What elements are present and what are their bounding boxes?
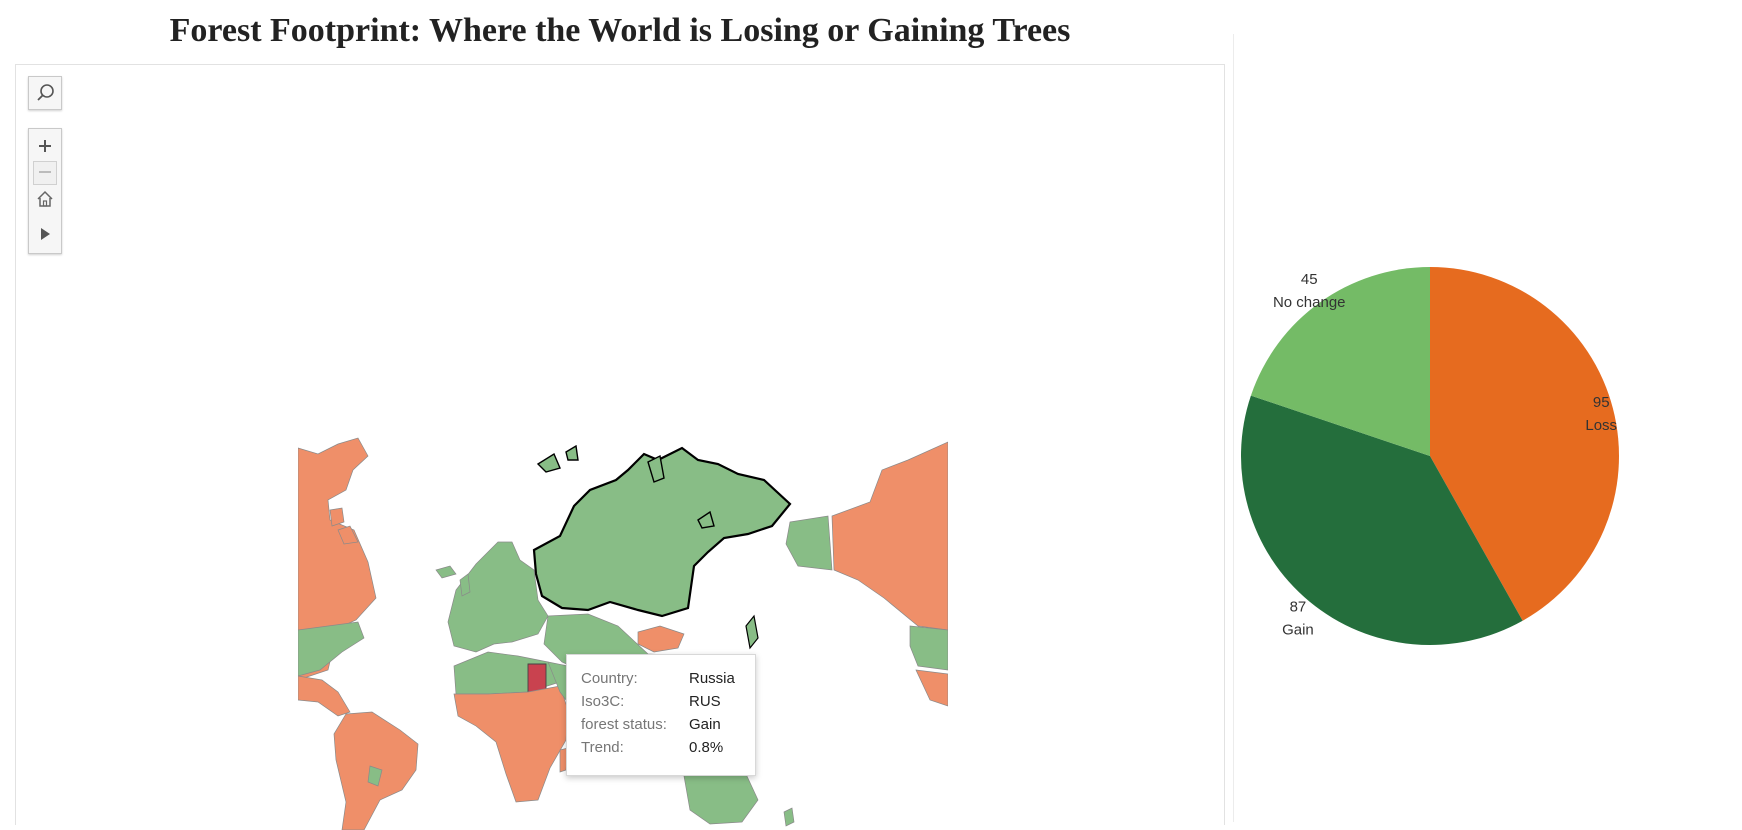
forest-status-pie-chart[interactable]: 95 Loss 87 Gain 45 No change [1200,240,1640,680]
map-region-japan[interactable] [745,614,759,650]
map-region-uk[interactable] [459,573,471,597]
map-region-south-america-gain[interactable] [367,765,383,787]
pie-value-label: 87 [1290,598,1307,615]
map-zoom-toolbar [28,128,62,254]
pie-slice-no-change[interactable] [1250,267,1430,456]
pie-category-label: Loss [1585,417,1617,434]
map-region-egypt[interactable] [527,663,547,693]
zoom-out-button[interactable] [29,159,61,185]
pie-slice-loss[interactable] [1430,267,1619,621]
map-region-canada-east[interactable] [831,441,948,631]
minus-icon [39,171,51,173]
map-region-alaska[interactable] [785,515,833,571]
tooltip-value: Gain [689,715,721,733]
tooltip-label: Iso3C: [581,692,625,710]
tooltip-row: Country: Russia [581,667,735,689]
map-region-europe[interactable] [447,541,549,653]
tooltip-value: 0.8% [689,738,724,756]
map-region-central-america[interactable] [298,675,351,717]
pie-value-label: 45 [1301,271,1318,288]
tooltip-row: forest status: Gain [581,713,721,735]
panel-divider [1233,34,1234,822]
pie-slice-gain[interactable] [1241,395,1523,645]
map-search-button[interactable] [28,76,62,110]
search-icon [37,84,54,101]
tooltip-row: Iso3C: RUS [581,690,721,712]
pie-category-label: No change [1273,294,1346,311]
map-region-usa[interactable] [298,621,365,677]
tooltip-label: Country: [581,669,638,687]
map-region-new-zealand[interactable] [783,807,795,827]
world-map[interactable] [298,430,948,830]
tooltip-label: Trend: [581,738,624,756]
map-region-north-america-islands[interactable] [329,507,359,545]
map-region-sub-saharan-africa[interactable] [453,685,569,803]
play-triangle-icon [41,228,50,240]
home-icon [37,190,53,207]
reset-map-button[interactable] [29,186,61,212]
pie-value-label: 95 [1593,394,1610,411]
pie-category-label: Gain [1282,621,1314,638]
map-region-mexico-east[interactable] [915,669,948,707]
country-tooltip: Country: Russia Iso3C: RUS forest status… [566,654,756,776]
tooltip-value: Russia [689,669,735,687]
zoom-in-button[interactable] [29,133,61,159]
map-region-iceland[interactable] [435,565,457,579]
map-region-arctic-islands[interactable] [536,444,715,529]
pan-mode-button[interactable] [29,221,61,247]
page-title: Forest Footprint: Where the World is Los… [169,12,1071,49]
map-region-usa-east[interactable] [909,625,948,671]
tooltip-value: RUS [689,692,721,710]
map-region-mongolia[interactable] [637,625,685,653]
tooltip-row: Trend: 0.8% [581,736,723,758]
plus-icon [39,140,51,152]
tooltip-label: forest status: [581,715,667,733]
map-region-russia[interactable] [532,446,792,618]
